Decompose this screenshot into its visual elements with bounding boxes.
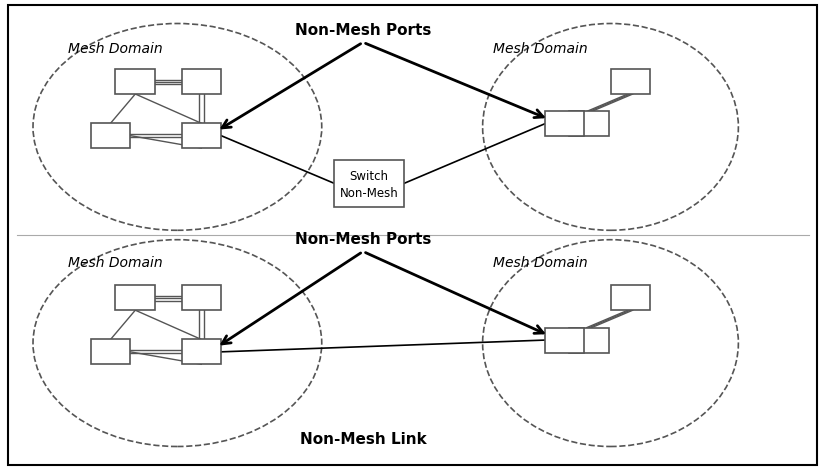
Bar [91,339,130,364]
Bar [544,328,584,352]
Text: Non-Mesh Link: Non-Mesh Link [299,432,427,447]
Bar [91,123,130,148]
Text: Switch: Switch [349,170,389,183]
Text: Mesh Domain: Mesh Domain [493,256,587,270]
Bar [182,69,221,94]
Bar [334,160,404,207]
Bar [182,339,221,364]
Text: Mesh Domain: Mesh Domain [493,42,587,56]
Text: Non-Mesh Ports: Non-Mesh Ports [295,23,431,38]
FancyBboxPatch shape [8,5,817,465]
Bar [544,111,584,136]
Bar [116,69,155,94]
Bar [116,285,155,310]
Bar [182,285,221,310]
Bar [182,123,221,148]
Bar [610,285,650,310]
Text: Mesh Domain: Mesh Domain [68,42,163,56]
Bar [610,69,650,94]
Text: Non-Mesh Ports: Non-Mesh Ports [295,232,431,247]
Bar [569,111,609,136]
Text: Mesh Domain: Mesh Domain [68,256,163,270]
Text: Non-Mesh: Non-Mesh [339,187,398,200]
Bar [569,328,609,352]
